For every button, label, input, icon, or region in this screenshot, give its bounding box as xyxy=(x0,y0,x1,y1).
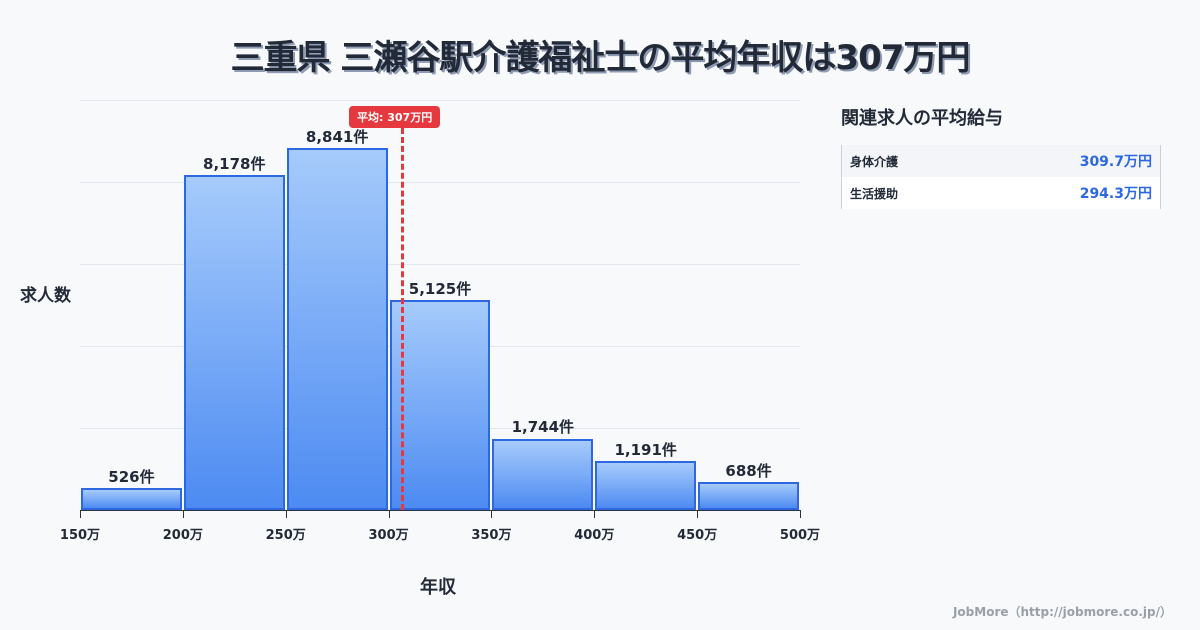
x-tick xyxy=(800,510,801,518)
bar-value-label: 1,191件 xyxy=(614,441,677,460)
job-name: 身体介護 xyxy=(850,154,899,169)
x-tick-label: 150万 xyxy=(59,528,101,543)
footer-credit: JobMore（http://jobmore.co.jp/） xyxy=(952,605,1172,619)
page-title: 三重県 三瀬谷駅介護福祉士の平均年収は307万円 xyxy=(230,38,971,78)
bar-value-label: 688件 xyxy=(725,461,772,480)
bar-value-label: 8,178件 xyxy=(203,154,266,173)
gridline xyxy=(80,100,800,101)
bar-value-label: 1,744件 xyxy=(511,418,575,437)
average-line xyxy=(401,128,404,510)
job-salary: 309.7万円 xyxy=(1079,154,1152,170)
bar-value-label: 8,841件 xyxy=(305,127,369,146)
bar-value-label: 5,125件 xyxy=(408,279,472,298)
histogram-bar xyxy=(286,147,388,510)
bar-value-label: 526件 xyxy=(108,468,155,487)
x-tick-label: 350万 xyxy=(471,528,512,543)
x-tick xyxy=(388,510,390,518)
x-tick xyxy=(182,510,184,518)
histogram-bar xyxy=(183,174,285,510)
gridline xyxy=(80,182,800,183)
histogram-bar xyxy=(595,461,697,510)
related-salary-row: 身体介護 309.7万円 xyxy=(842,145,1160,177)
gridline xyxy=(80,264,800,265)
x-tick-label: 250万 xyxy=(265,528,306,543)
related-salary-table: 身体介護 309.7万円 生活援助 294.3万円 xyxy=(841,145,1161,209)
histogram-bar xyxy=(81,488,182,510)
x-tick-label: 400万 xyxy=(574,528,615,543)
average-badge: 平均: 307万円 xyxy=(349,106,441,128)
y-axis-label: 求人数 xyxy=(20,286,71,306)
x-tick xyxy=(491,510,493,518)
job-name: 生活援助 xyxy=(850,186,899,201)
x-tick-label: 300万 xyxy=(368,528,409,543)
x-axis-line xyxy=(80,510,800,511)
histogram-bar xyxy=(698,481,799,510)
histogram-chart: 求人数 526件 8,178件 8,841件 5,125件 1,744件 1,191件 68… xyxy=(20,100,820,598)
x-tick xyxy=(594,510,596,518)
x-tick-label: 200万 xyxy=(162,528,203,543)
related-salary-row: 生活援助 294.3万円 xyxy=(842,177,1160,209)
x-tick xyxy=(697,510,699,518)
job-salary: 294.3万円 xyxy=(1079,186,1152,202)
related-salary-title: 関連求人の平均給与 xyxy=(841,108,1003,129)
x-tick-label: 450万 xyxy=(677,528,718,543)
x-tick xyxy=(80,510,81,518)
histogram-bar xyxy=(389,299,491,510)
x-axis-label: 年収 xyxy=(420,577,456,598)
x-tick xyxy=(285,510,287,518)
x-tick-label: 500万 xyxy=(779,528,821,543)
histogram-bar xyxy=(492,438,594,510)
